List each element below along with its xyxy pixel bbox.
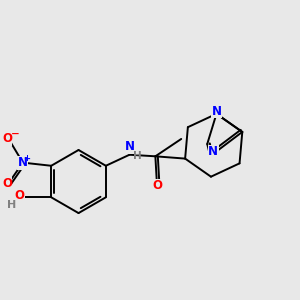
Text: O: O [2,177,12,190]
Text: O: O [2,133,12,146]
Text: +: + [23,154,31,163]
Text: H: H [133,152,142,161]
Text: N: N [212,105,221,118]
Text: H: H [7,200,16,210]
Text: O: O [14,189,25,202]
Text: O: O [152,179,162,192]
Text: N: N [208,145,218,158]
Text: N: N [18,156,28,169]
Text: N: N [124,140,134,153]
Text: −: − [11,129,19,139]
